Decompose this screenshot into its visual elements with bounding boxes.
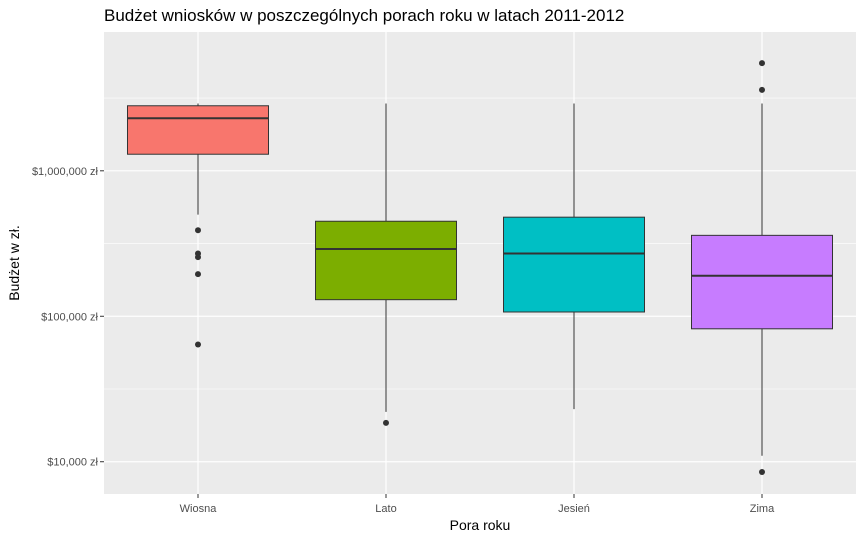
outlier-point bbox=[759, 468, 765, 475]
box-lato bbox=[315, 103, 457, 426]
x-axis-title: Pora roku bbox=[450, 517, 511, 533]
box-wiosna bbox=[127, 103, 269, 348]
chart-title: Budżet wniosków w poszczególnych porach … bbox=[104, 6, 624, 25]
outlier-point bbox=[195, 271, 201, 278]
outlier-point bbox=[195, 254, 201, 261]
iqr-box bbox=[127, 105, 269, 155]
boxplot-layer bbox=[127, 60, 833, 475]
x-axis: Wiosna Lato Jesień Zima bbox=[180, 494, 775, 515]
y-axis-title: Budżet w zł. bbox=[6, 225, 22, 300]
y-axis: $10,000 zł $100,000 zł $1,000,000 zł bbox=[32, 166, 104, 469]
iqr-box bbox=[315, 220, 457, 301]
iqr-box bbox=[503, 216, 645, 313]
x-tick-label: Lato bbox=[375, 503, 396, 515]
outlier-point bbox=[759, 60, 765, 67]
y-tick-label: $100,000 zł bbox=[41, 311, 98, 323]
box-jesień bbox=[503, 103, 645, 410]
outlier-point bbox=[195, 227, 201, 234]
outlier-point bbox=[759, 86, 765, 93]
outlier-point bbox=[195, 341, 201, 348]
y-tick-label: $10,000 zł bbox=[47, 457, 98, 469]
outlier-point bbox=[383, 419, 389, 426]
iqr-box bbox=[691, 234, 833, 330]
x-tick-label: Wiosna bbox=[180, 503, 218, 515]
y-tick-label: $1,000,000 zł bbox=[32, 166, 99, 178]
x-tick-label: Jesień bbox=[558, 503, 590, 515]
x-tick-label: Zima bbox=[750, 503, 775, 515]
box-zima bbox=[691, 60, 833, 475]
